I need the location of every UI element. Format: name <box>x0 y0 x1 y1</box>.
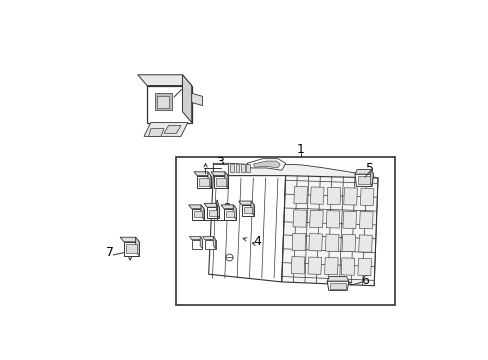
Polygon shape <box>309 210 323 228</box>
Polygon shape <box>341 258 354 275</box>
Polygon shape <box>135 237 139 256</box>
Polygon shape <box>208 176 285 282</box>
Bar <box>244 207 251 213</box>
Polygon shape <box>253 161 280 168</box>
Polygon shape <box>308 234 322 251</box>
Polygon shape <box>207 207 219 218</box>
Bar <box>209 210 217 216</box>
Polygon shape <box>194 172 210 176</box>
Polygon shape <box>292 233 305 251</box>
Text: 3: 3 <box>216 156 224 169</box>
Polygon shape <box>147 86 191 122</box>
Bar <box>235 164 239 172</box>
Bar <box>176 157 394 305</box>
Polygon shape <box>188 205 203 209</box>
Polygon shape <box>359 212 372 229</box>
Bar <box>329 283 345 289</box>
Text: 5: 5 <box>366 162 374 175</box>
Polygon shape <box>120 237 139 242</box>
Polygon shape <box>203 203 219 207</box>
Polygon shape <box>191 209 203 220</box>
Bar <box>126 244 137 253</box>
Polygon shape <box>154 93 171 110</box>
Text: 8: 8 <box>177 79 185 92</box>
Polygon shape <box>213 164 227 174</box>
Polygon shape <box>148 129 163 136</box>
Bar <box>226 211 234 217</box>
Polygon shape <box>326 276 348 281</box>
Polygon shape <box>191 93 202 105</box>
Polygon shape <box>191 239 202 249</box>
Polygon shape <box>326 281 348 291</box>
Polygon shape <box>197 176 210 188</box>
Polygon shape <box>189 237 202 239</box>
Polygon shape <box>326 187 340 204</box>
Bar <box>230 164 234 172</box>
Polygon shape <box>123 242 139 256</box>
Polygon shape <box>310 187 324 204</box>
Polygon shape <box>138 75 191 86</box>
Polygon shape <box>357 258 371 276</box>
Text: 4: 4 <box>253 235 261 248</box>
Polygon shape <box>354 174 373 186</box>
Bar <box>246 164 250 172</box>
Polygon shape <box>163 126 181 133</box>
Polygon shape <box>143 122 187 136</box>
Polygon shape <box>291 257 305 274</box>
Polygon shape <box>200 237 202 249</box>
Polygon shape <box>325 211 339 228</box>
Polygon shape <box>342 234 355 252</box>
Polygon shape <box>204 239 215 249</box>
Polygon shape <box>216 203 219 218</box>
Polygon shape <box>213 237 215 249</box>
Text: 7: 7 <box>106 246 114 259</box>
Bar <box>241 164 244 172</box>
Bar <box>357 176 369 184</box>
Bar <box>194 211 202 217</box>
Polygon shape <box>224 209 236 220</box>
Polygon shape <box>307 257 321 274</box>
Polygon shape <box>369 170 373 186</box>
Text: 6: 6 <box>360 274 368 287</box>
Polygon shape <box>233 205 236 220</box>
Polygon shape <box>342 211 356 229</box>
Polygon shape <box>221 205 236 209</box>
Polygon shape <box>213 163 377 186</box>
Bar <box>216 178 225 186</box>
Polygon shape <box>210 172 227 176</box>
Polygon shape <box>324 257 338 275</box>
Polygon shape <box>250 201 254 216</box>
Text: 2: 2 <box>223 202 231 215</box>
Polygon shape <box>358 235 371 252</box>
Polygon shape <box>238 201 254 205</box>
Polygon shape <box>325 234 338 251</box>
Polygon shape <box>246 159 285 170</box>
Polygon shape <box>202 237 215 239</box>
Polygon shape <box>157 95 169 108</box>
Polygon shape <box>224 172 227 188</box>
Polygon shape <box>214 176 227 188</box>
Polygon shape <box>292 210 306 227</box>
Polygon shape <box>207 172 210 188</box>
Polygon shape <box>281 176 377 286</box>
Polygon shape <box>241 205 254 216</box>
Polygon shape <box>293 186 307 204</box>
Polygon shape <box>360 188 373 206</box>
Polygon shape <box>354 170 373 174</box>
Polygon shape <box>201 205 203 220</box>
Bar <box>199 178 208 186</box>
Text: 1: 1 <box>297 143 305 156</box>
Polygon shape <box>343 188 357 205</box>
Polygon shape <box>182 75 191 122</box>
